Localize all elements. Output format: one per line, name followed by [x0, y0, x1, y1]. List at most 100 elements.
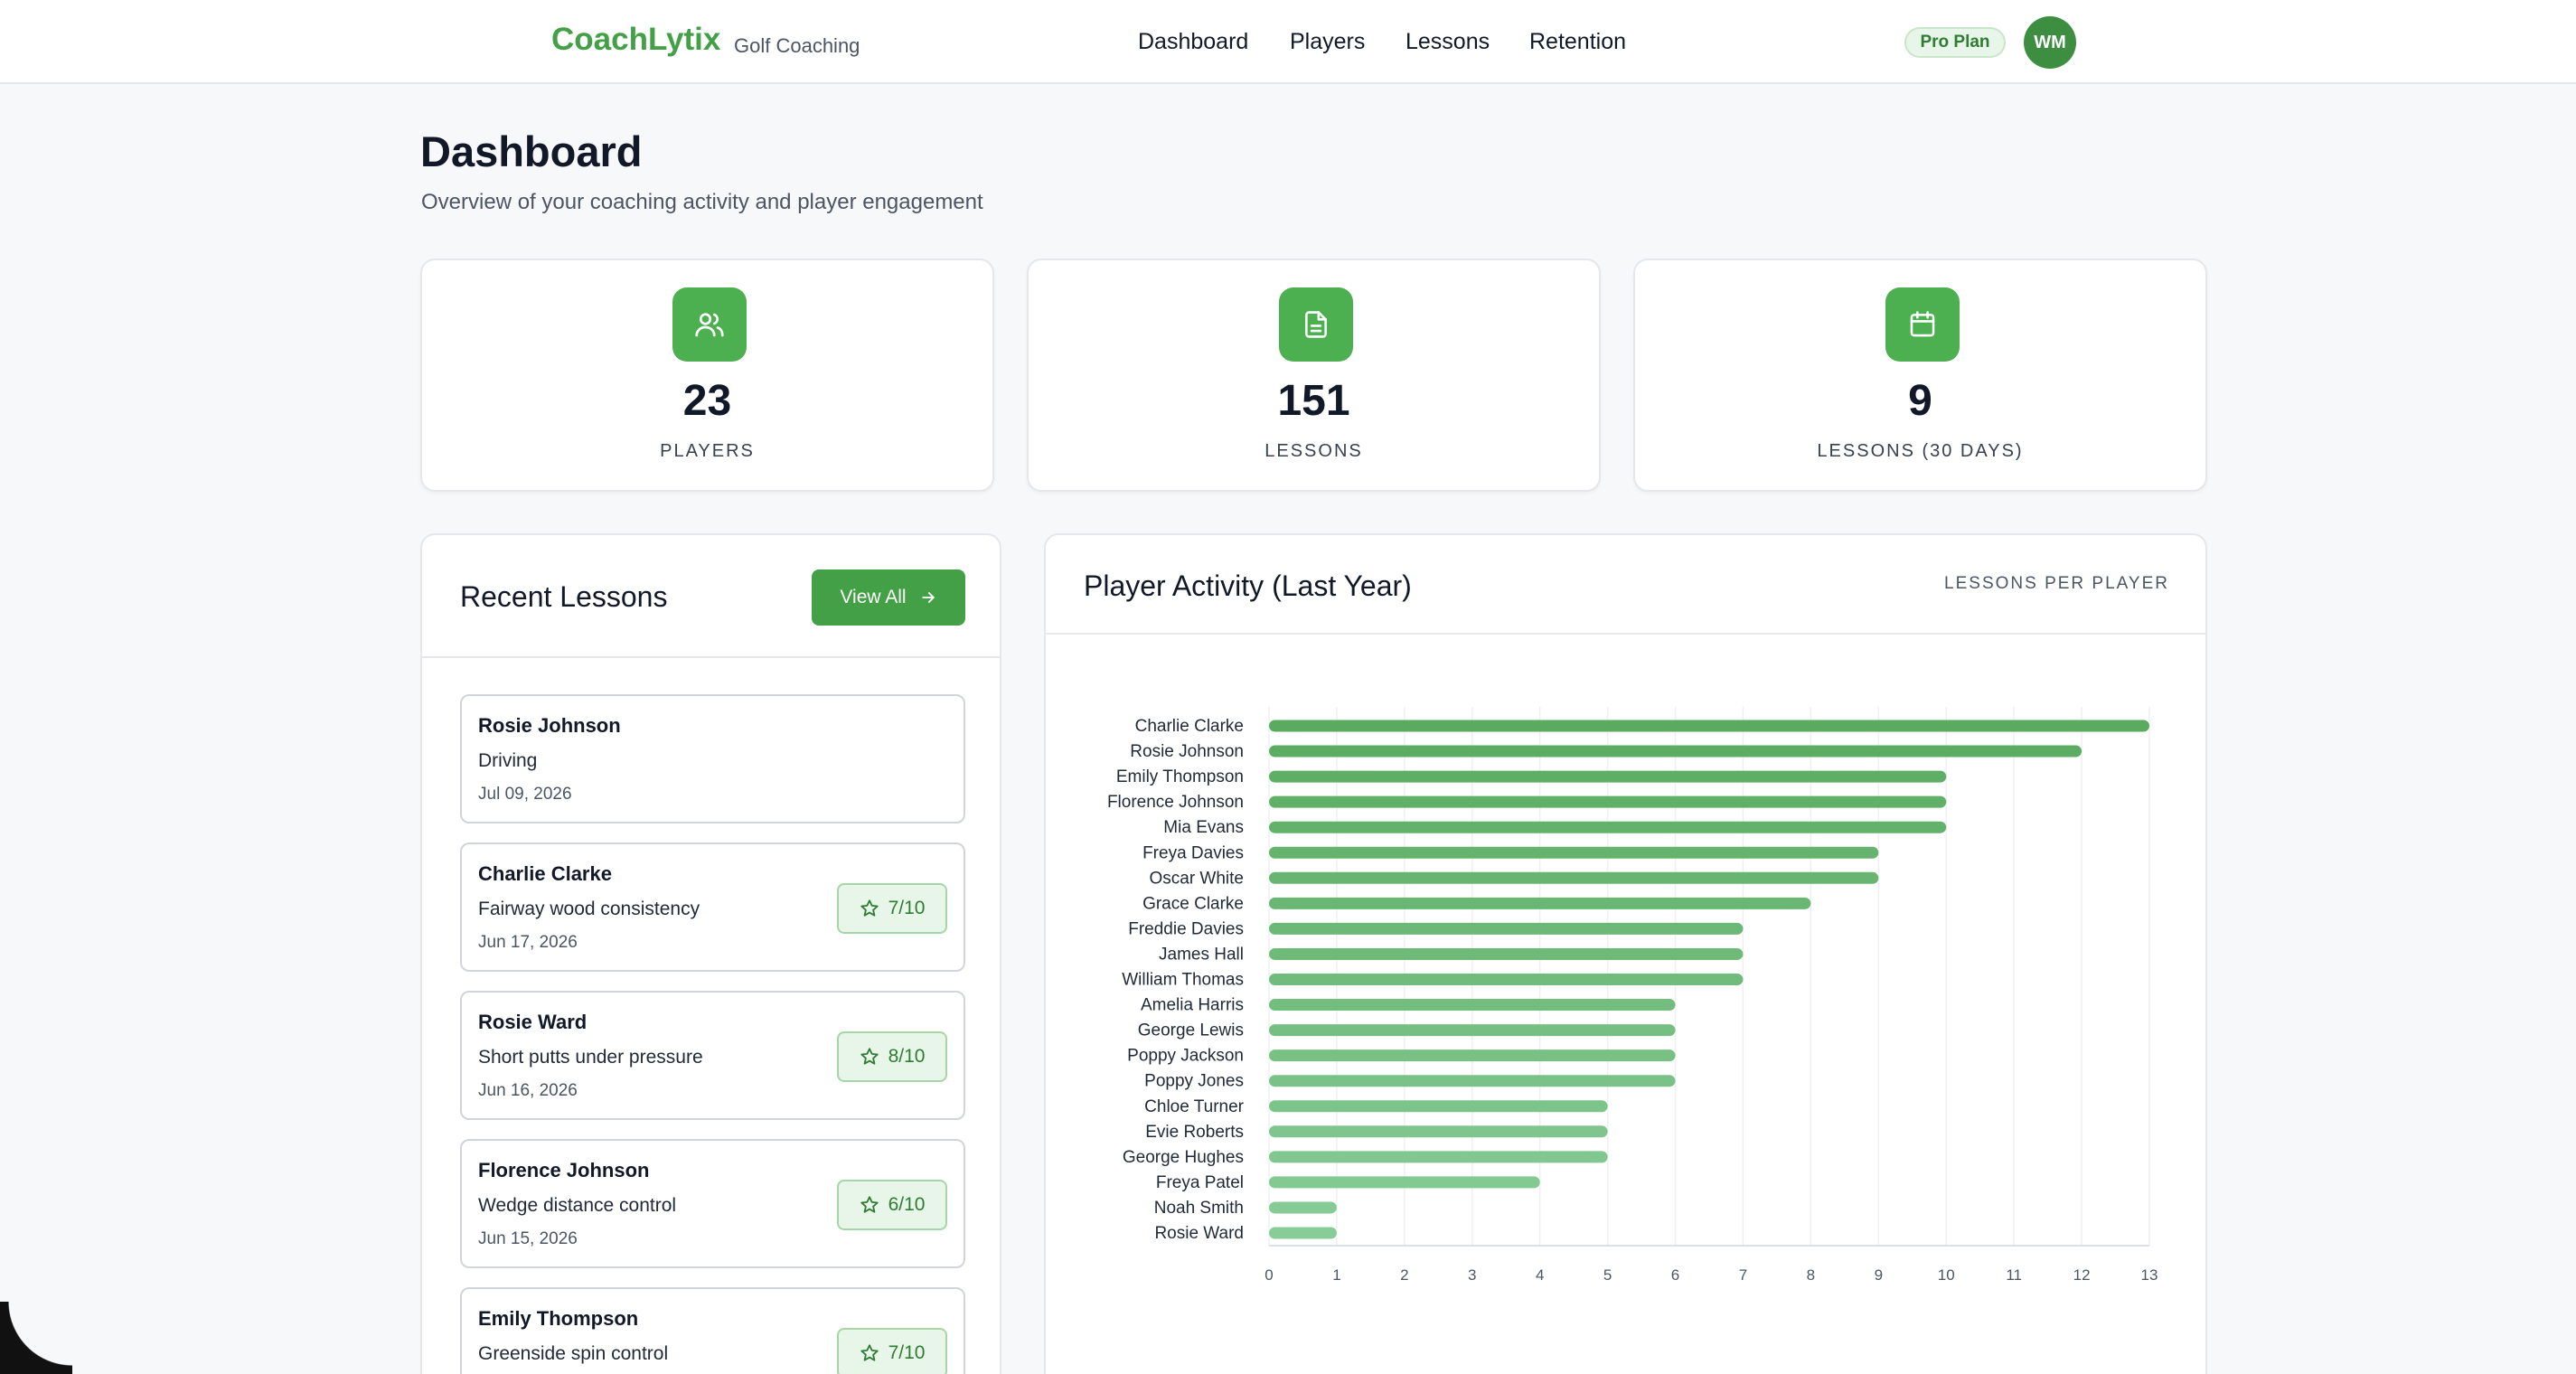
- lesson-topic: Fairway wood consistency: [478, 899, 700, 919]
- top-navbar: CoachLytix Golf Coaching Dashboard Playe…: [0, 0, 2576, 84]
- bar: [1269, 871, 1879, 884]
- category-label: Evie Roberts: [1145, 1123, 1244, 1142]
- bar: [1269, 720, 2149, 732]
- category-label: William Thomas: [1122, 971, 1244, 990]
- lesson-date: Jun 15, 2026: [478, 1229, 578, 1248]
- x-tick-label: 4: [1536, 1266, 1544, 1284]
- lesson-item[interactable]: Florence Johnson Wedge distance control …: [460, 1139, 965, 1268]
- star-icon: [860, 899, 879, 917]
- category-label: Rosie Ward: [1154, 1224, 1244, 1243]
- category-label: Freya Patel: [1156, 1173, 1244, 1192]
- lesson-date: Jun 17, 2026: [478, 933, 578, 952]
- lesson-date: Jun 16, 2026: [478, 1081, 578, 1100]
- lesson-player-name: Charlie Clarke: [478, 862, 612, 885]
- chart-caption: LESSONS PER PLAYER: [1944, 574, 2169, 593]
- x-tick-label: 12: [2073, 1266, 2091, 1284]
- category-label: Rosie Johnson: [1130, 742, 1244, 761]
- lesson-player-name: Rosie Johnson: [478, 714, 621, 737]
- stat-value: 9: [1908, 377, 1932, 425]
- x-tick-label: 5: [1603, 1266, 1612, 1284]
- lesson-topic: Greenside spin control: [478, 1343, 669, 1364]
- brand-logo[interactable]: CoachLytix: [551, 22, 721, 57]
- window-corner: [0, 1302, 72, 1374]
- brand-subtitle: Golf Coaching: [734, 34, 860, 57]
- view-all-button[interactable]: View All: [812, 569, 965, 626]
- recent-lessons-panel: Recent Lessons View All Rosie Johnson Dr…: [420, 533, 1001, 1374]
- category-label: Freya Davies: [1142, 843, 1244, 862]
- bar: [1269, 1125, 1608, 1138]
- rating-value: 7/10: [888, 898, 926, 918]
- x-tick-label: 10: [1938, 1266, 1955, 1284]
- category-label: Chloe Turner: [1144, 1097, 1245, 1116]
- lesson-item[interactable]: Rosie Johnson Driving Jul 09, 2026: [460, 694, 965, 823]
- x-tick-label: 11: [2006, 1266, 2022, 1284]
- user-avatar[interactable]: WM: [2024, 16, 2076, 69]
- star-icon: [860, 1196, 879, 1213]
- lesson-topic: Short putts under pressure: [478, 1047, 703, 1068]
- lesson-player-name: Florence Johnson: [478, 1159, 650, 1181]
- category-label: George Lewis: [1138, 1021, 1244, 1040]
- lesson-topic: Driving: [478, 750, 538, 771]
- star-icon: [860, 1344, 879, 1361]
- stat-label: LESSONS (30 DAYS): [1817, 441, 2024, 461]
- page-title: Dashboard: [420, 127, 643, 175]
- recent-lessons-title: Recent Lessons: [460, 580, 668, 613]
- rating-badge: 8/10: [837, 1031, 947, 1082]
- player-activity-title: Player Activity (Last Year): [1084, 569, 1412, 602]
- nav-players[interactable]: Players: [1290, 29, 1366, 54]
- calendar-icon: [1885, 287, 1960, 362]
- bar: [1269, 1227, 1337, 1239]
- nav-lessons[interactable]: Lessons: [1406, 29, 1490, 54]
- view-all-label: View All: [840, 587, 907, 607]
- rating-badge: 7/10: [837, 1328, 947, 1374]
- category-label: Poppy Jackson: [1127, 1047, 1244, 1066]
- lesson-topic: Wedge distance control: [478, 1195, 677, 1216]
- bar: [1269, 999, 1676, 1012]
- rating-badge: 6/10: [837, 1180, 947, 1230]
- rating-value: 7/10: [888, 1342, 926, 1363]
- lesson-item[interactable]: Emily Thompson Greenside spin control 7/…: [460, 1287, 965, 1374]
- category-label: George Hughes: [1123, 1148, 1244, 1167]
- lesson-item[interactable]: Rosie Ward Short putts under pressure Ju…: [460, 991, 965, 1120]
- x-tick-label: 1: [1332, 1266, 1340, 1284]
- bar: [1269, 770, 1947, 783]
- category-label: Grace Clarke: [1142, 894, 1244, 913]
- lesson-item[interactable]: Charlie Clarke Fairway wood consistency …: [460, 842, 965, 972]
- stat-value: 151: [1277, 377, 1350, 425]
- stat-card-lessons: 151 LESSONS: [1027, 259, 1601, 492]
- star-icon: [860, 1048, 879, 1065]
- category-label: Freddie Davies: [1128, 919, 1244, 938]
- x-tick-label: 13: [2141, 1266, 2158, 1284]
- bar: [1269, 1100, 1608, 1113]
- rating-value: 8/10: [888, 1046, 926, 1067]
- category-label: Charlie Clarke: [1135, 717, 1244, 736]
- player-activity-panel: Player Activity (Last Year) LESSONS PER …: [1044, 533, 2207, 1374]
- lesson-player-name: Rosie Ward: [478, 1011, 588, 1033]
- stat-label: LESSONS: [1264, 441, 1363, 461]
- bar: [1269, 745, 2082, 758]
- bar: [1269, 922, 1744, 935]
- bar: [1269, 1075, 1676, 1087]
- stat-card-lessons-30-days: 9 LESSONS (30 DAYS): [1633, 259, 2207, 492]
- x-tick-label: 3: [1468, 1266, 1476, 1284]
- x-tick-label: 0: [1264, 1266, 1273, 1284]
- bar: [1269, 846, 1879, 859]
- category-label: Florence Johnson: [1107, 793, 1244, 812]
- bar: [1269, 795, 1947, 808]
- plan-badge: Pro Plan: [1904, 27, 2006, 58]
- x-tick-label: 8: [1807, 1266, 1815, 1284]
- category-label: Amelia Harris: [1141, 996, 1244, 1015]
- nav-dashboard[interactable]: Dashboard: [1138, 29, 1249, 54]
- bar: [1269, 1049, 1676, 1062]
- document-icon: [1279, 287, 1353, 362]
- category-label: Mia Evans: [1163, 818, 1244, 837]
- rating-badge: 7/10: [837, 883, 947, 934]
- x-tick-label: 6: [1671, 1266, 1679, 1284]
- recent-lessons-header: Recent Lessons View All: [422, 535, 1000, 658]
- users-icon: [672, 287, 747, 362]
- bar: [1269, 897, 1811, 909]
- nav-retention[interactable]: Retention: [1529, 29, 1627, 54]
- bar: [1269, 1024, 1676, 1037]
- arrow-right-icon: [921, 592, 935, 603]
